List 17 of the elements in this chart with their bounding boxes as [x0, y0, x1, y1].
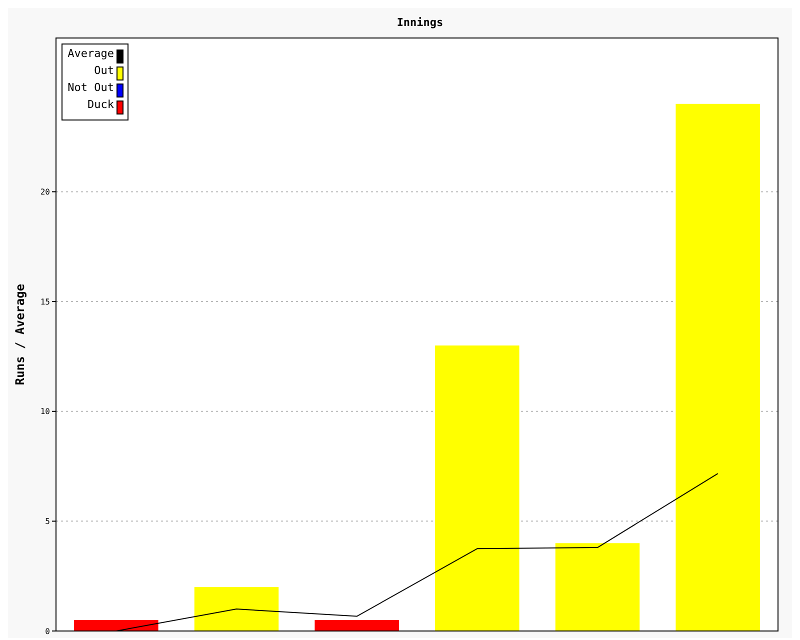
bar [74, 620, 158, 631]
bar [555, 543, 640, 631]
y-tick-label: 5 [45, 516, 50, 526]
y-tick-label: 20 [40, 188, 50, 197]
bar [435, 345, 520, 631]
legend-label: Out [94, 64, 114, 77]
bar [314, 620, 399, 631]
y-axis-title: Runs / Average [13, 284, 27, 386]
legend-label: Not Out [68, 81, 114, 94]
y-tick-label: 10 [40, 407, 50, 416]
y-tick-label: 15 [40, 297, 50, 306]
chart-title: Innings [396, 16, 444, 29]
y-tick-label: 0 [45, 626, 50, 636]
bar [194, 587, 279, 631]
legend-label: Duck [88, 98, 114, 111]
legend-label: Average [68, 47, 114, 60]
bar [676, 104, 760, 631]
